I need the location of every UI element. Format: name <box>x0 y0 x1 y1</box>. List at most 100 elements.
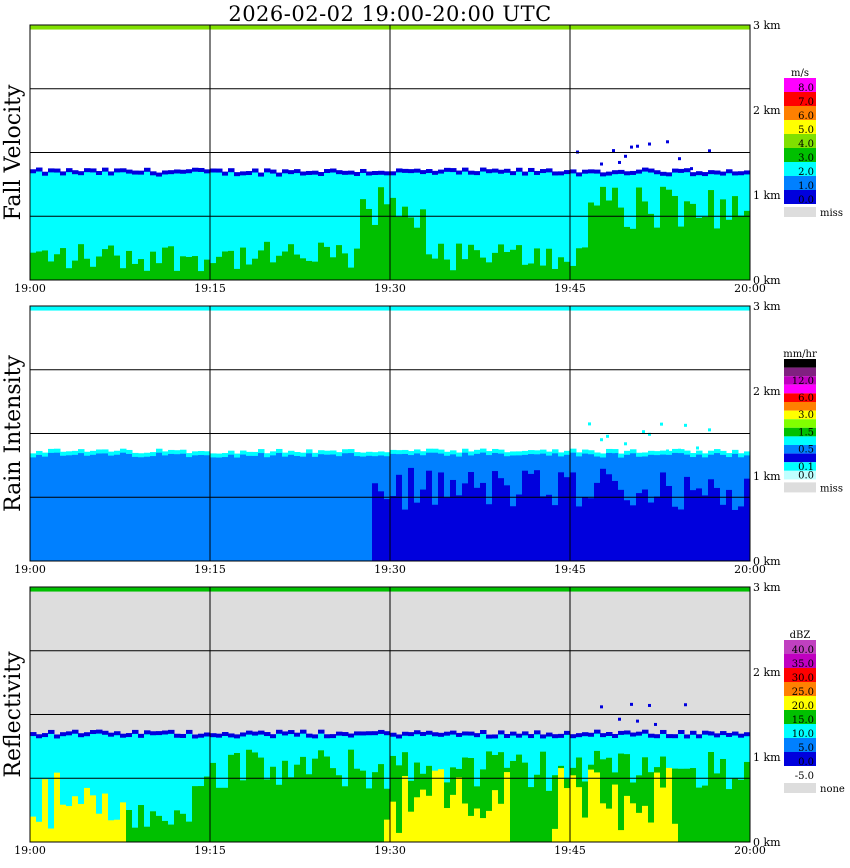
x-tick-label: 19:45 <box>554 282 586 295</box>
y-tick-label: 0 km <box>753 555 781 568</box>
y-tick-label: 1 km <box>753 470 781 483</box>
colorbar-swatch <box>784 696 816 710</box>
colorbar-label: 8.0 <box>798 83 814 94</box>
colorbar-swatch <box>784 640 816 654</box>
y-tick-label: 2 km <box>753 104 781 117</box>
x-tick-label: 19:30 <box>374 844 406 857</box>
panel-3: 19:00 19:15 19:30 19:45 20:000 km 1 km 2 km 3 k… <box>1 581 845 857</box>
echo-field <box>30 702 751 842</box>
y-tick-label: 2 km <box>753 385 781 398</box>
colorbar-swatch <box>784 393 816 402</box>
colorbar-label: 0.5 <box>798 445 814 456</box>
colorbar-label: miss <box>820 483 843 494</box>
colorbar-swatch <box>784 207 816 217</box>
x-tick-label: 20:00 <box>734 282 766 295</box>
colorbar-label: 6.0 <box>798 393 814 404</box>
colorbar-label: none <box>820 784 845 795</box>
colorbar-swatch <box>784 738 816 752</box>
colorbar-swatch <box>784 783 816 793</box>
colorbar-label: 30.0 <box>792 673 814 684</box>
x-tick-label: 19:00 <box>14 563 46 576</box>
y-tick-label: 0 km <box>753 274 781 287</box>
colorbar-label: 20.0 <box>792 701 814 712</box>
x-tick-label: 19:00 <box>14 844 46 857</box>
y-tick-label: 0 km <box>753 836 781 849</box>
y-tick-label: 3 km <box>753 300 781 313</box>
echo-field <box>30 140 751 280</box>
y-tick-label: 2 km <box>753 666 781 679</box>
y-tick-label: 3 km <box>753 19 781 32</box>
panel-title: Reflectivity <box>1 651 26 778</box>
colorbar-unit: mm/hr <box>783 349 817 360</box>
colorbar-label: 48.0 <box>792 359 814 370</box>
colorbar-label: 3.0 <box>798 410 814 421</box>
colorbar-swatch <box>784 436 816 445</box>
colorbar-label: 2.0 <box>798 167 814 178</box>
plot-frame <box>29 305 751 562</box>
colorbar-label: 7.0 <box>798 97 814 108</box>
colorbar-swatch <box>784 176 816 190</box>
colorbar-swatch <box>784 410 816 420</box>
colorbar-swatch <box>784 402 816 411</box>
colorbar-label: 12.0 <box>792 376 814 387</box>
colorbar-swatch <box>784 752 816 766</box>
plot-frame <box>29 586 751 843</box>
colorbar-label: 1.0 <box>798 181 814 192</box>
chart-title: 2026-02-02 19:00-20:00 UTC <box>228 2 552 26</box>
colorbar-label: 10.0 <box>792 729 814 740</box>
colorbar-label: -5.0 <box>795 771 814 782</box>
colorbar-label: 0.0 <box>798 470 814 481</box>
colorbar-swatch <box>784 120 816 134</box>
x-tick-label: 19:15 <box>194 282 226 295</box>
colorbar-label: 0.0 <box>798 757 814 768</box>
panel-title: Fall Velocity <box>1 84 26 220</box>
colorbar-swatch <box>784 376 816 385</box>
x-tick-label: 19:30 <box>374 282 406 295</box>
colorbar-label: 4.0 <box>798 139 814 150</box>
colorbar-label: 6.0 <box>798 111 814 122</box>
colorbar-swatch <box>784 134 816 148</box>
colorbar-label: 0.1 <box>798 462 814 473</box>
colorbar-label: 0.0 <box>798 195 814 206</box>
colorbar-swatch <box>784 668 816 682</box>
colorbar-swatch <box>784 419 816 428</box>
colorbar-swatch <box>784 453 816 463</box>
colorbar-swatch <box>784 654 816 668</box>
colorbar-swatch <box>784 367 816 377</box>
plot-frame <box>29 24 751 281</box>
colorbar-swatch <box>784 148 816 162</box>
y-tick-label: 3 km <box>753 581 781 594</box>
colorbar-swatch <box>784 462 816 471</box>
x-tick-label: 20:00 <box>734 563 766 576</box>
colorbar-swatch <box>784 445 816 454</box>
colorbar-label: 5.0 <box>798 743 814 754</box>
colorbar-swatch <box>784 359 816 368</box>
y-tick-label: 1 km <box>753 751 781 764</box>
colorbar-swatch <box>784 384 816 394</box>
colorbar-swatch <box>784 162 816 176</box>
colorbar-label: 25.0 <box>792 687 814 698</box>
colorbar-swatch <box>784 470 816 480</box>
x-tick-label: 20:00 <box>734 844 766 857</box>
x-tick-label: 19:15 <box>194 563 226 576</box>
colorbar-label: 35.0 <box>792 659 814 670</box>
colorbar-label: 3.0 <box>798 153 814 164</box>
x-tick-label: 19:15 <box>194 844 226 857</box>
colorbar-label: 15.0 <box>792 715 814 726</box>
colorbar-unit: m/s <box>791 68 809 79</box>
colorbar-swatch <box>784 682 816 696</box>
y-tick-label: 1 km <box>753 189 781 202</box>
colorbar-swatch <box>784 482 816 493</box>
panel-title: Rain Intensity <box>1 354 26 511</box>
echo-field <box>30 422 751 561</box>
colorbar-label: 40.0 <box>792 645 814 656</box>
colorbar-swatch <box>784 190 816 204</box>
colorbar-swatch <box>784 724 816 738</box>
x-tick-label: 19:45 <box>554 563 586 576</box>
colorbar-label: miss <box>820 208 843 219</box>
colorbar-swatch <box>784 710 816 724</box>
colorbar-swatch <box>784 106 816 120</box>
colorbar-swatch <box>784 92 816 106</box>
x-tick-label: 19:00 <box>14 282 46 295</box>
